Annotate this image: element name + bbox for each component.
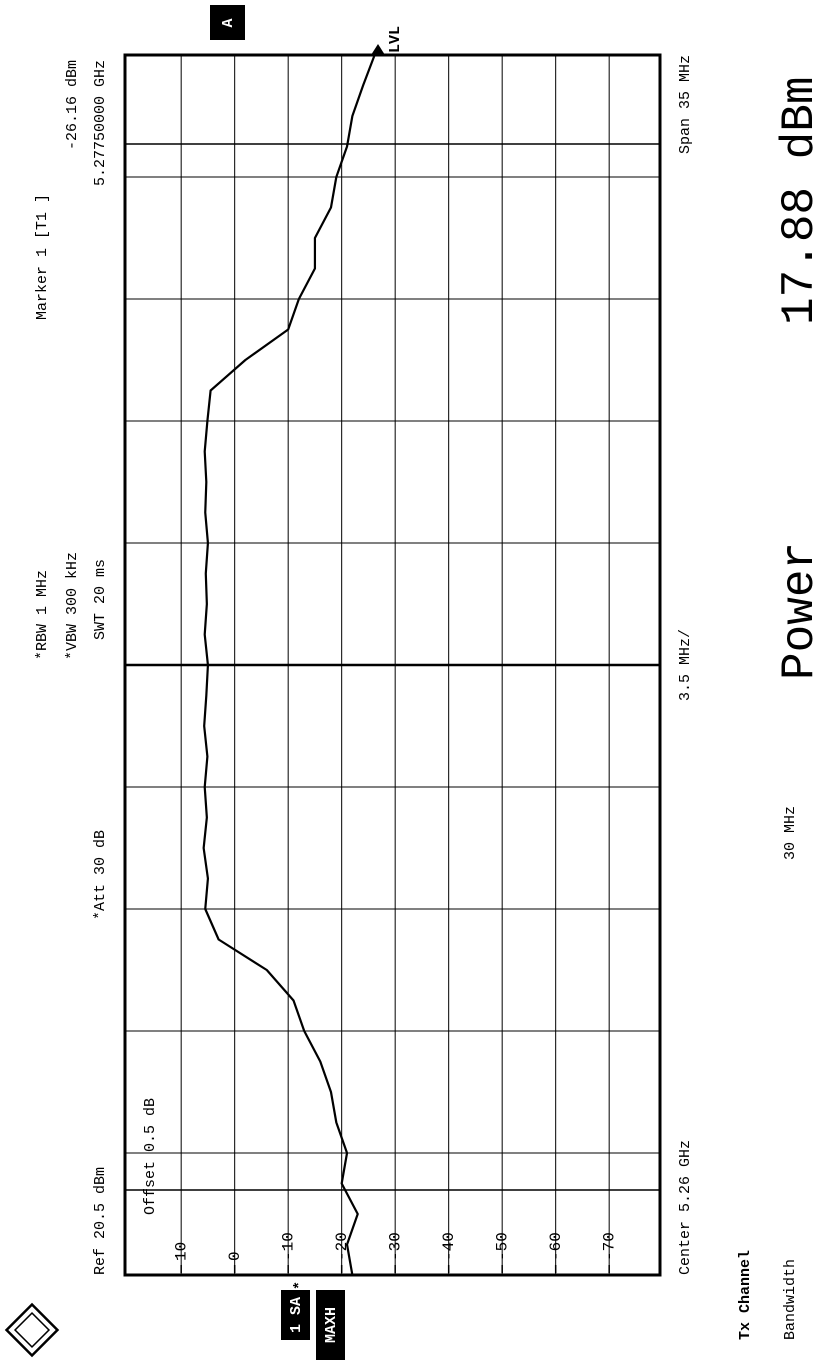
trace-label: 1 SA (288, 1297, 305, 1333)
span-label: Span 35 MHz (677, 55, 694, 154)
result-quantity: Power (774, 542, 818, 680)
marker-frequency: 5.27750000 GHz (92, 60, 109, 186)
marker-title: Marker 1 [T1 ] (34, 194, 51, 320)
y-tick-label: -40 (440, 1232, 458, 1261)
y-tick-label: -30 (386, 1232, 404, 1261)
marker-level: -26.16 dBm (64, 60, 81, 150)
y-tick-label: 0 (226, 1251, 244, 1261)
trace-label-box (281, 1290, 310, 1340)
rbw: *RBW 1 MHz (34, 570, 51, 660)
rotated-screen: 1 SA MAXH * Ref 20.5 dBm Offset 0.5 dB *… (4, 5, 818, 1360)
y-tick-label: -20 (333, 1232, 351, 1261)
ref-level: Ref 20.5 dBm (92, 1167, 109, 1275)
y-tick-label: 10 (172, 1242, 190, 1261)
plot-frame (123, 53, 662, 1277)
trace-flag: * (292, 1281, 309, 1290)
logo (4, 1302, 60, 1358)
attenuation: *Att 30 dB (92, 830, 109, 920)
y-tick-label: -70 (600, 1232, 618, 1261)
trace (202, 54, 376, 1276)
result-value: 17.88 dBm (774, 77, 818, 325)
y-tick-label: -50 (493, 1232, 511, 1261)
center-label: Center 5.26 GHz (677, 1140, 694, 1275)
sweep-time: SWT 20 ms (92, 559, 109, 640)
screen-label-box (210, 5, 245, 40)
screen-label: A (220, 18, 237, 27)
y-tick-label: -10 (279, 1232, 297, 1261)
trace-mode-box (316, 1290, 345, 1360)
division-label: 3.5 MHz/ (677, 629, 694, 701)
offset: Offset 0.5 dB (142, 1098, 159, 1215)
vbw: *VBW 300 kHz (64, 552, 81, 660)
trace-mode: MAXH (323, 1307, 340, 1343)
level-label: LVL (387, 26, 404, 53)
y-tick-label: -60 (547, 1232, 565, 1261)
result-bandwidth: 30 MHz (782, 806, 799, 860)
result-name: Bandwidth (782, 1259, 799, 1340)
result-heading: Tx Channel (737, 1250, 754, 1340)
level-marker (371, 44, 385, 55)
